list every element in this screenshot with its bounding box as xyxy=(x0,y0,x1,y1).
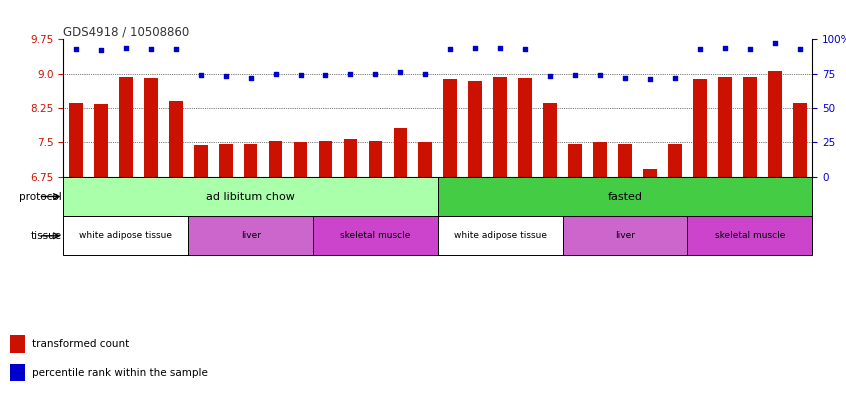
Bar xyxy=(469,81,482,177)
Bar xyxy=(69,103,83,177)
Point xyxy=(119,44,133,51)
Point xyxy=(219,73,233,79)
Point xyxy=(768,40,782,46)
Point xyxy=(169,46,183,52)
Bar xyxy=(63,177,437,216)
Bar xyxy=(643,169,656,177)
Bar xyxy=(519,78,532,177)
Text: liver: liver xyxy=(240,231,261,240)
Bar xyxy=(493,77,507,177)
Bar xyxy=(319,141,332,177)
Point xyxy=(593,72,607,78)
Point xyxy=(294,72,307,78)
Bar xyxy=(743,77,756,177)
Bar xyxy=(144,78,157,177)
Bar xyxy=(194,145,207,177)
Point xyxy=(269,70,283,77)
Text: transformed count: transformed count xyxy=(32,339,129,349)
Bar xyxy=(437,216,563,255)
Bar xyxy=(618,144,632,177)
Bar xyxy=(10,335,25,353)
Point xyxy=(668,75,682,81)
Bar xyxy=(393,128,407,177)
Text: percentile rank within the sample: percentile rank within the sample xyxy=(32,367,208,378)
Bar xyxy=(244,144,257,177)
Bar xyxy=(768,72,782,177)
Bar xyxy=(693,79,706,177)
Point xyxy=(693,46,706,52)
Bar xyxy=(10,364,25,382)
Point xyxy=(194,72,207,78)
Bar xyxy=(63,216,188,255)
Point xyxy=(793,46,806,52)
Bar xyxy=(793,103,806,177)
Bar xyxy=(219,144,233,177)
Text: white adipose tissue: white adipose tissue xyxy=(80,231,173,240)
Bar xyxy=(569,144,582,177)
Bar xyxy=(294,141,307,177)
Point xyxy=(369,70,382,77)
Point xyxy=(569,72,582,78)
Point xyxy=(144,46,157,52)
Bar xyxy=(369,141,382,177)
Bar xyxy=(437,177,812,216)
Text: GDS4918 / 10508860: GDS4918 / 10508860 xyxy=(63,25,190,38)
Bar xyxy=(313,216,437,255)
Text: tissue: tissue xyxy=(31,231,63,241)
Point xyxy=(543,73,557,79)
Bar xyxy=(563,216,687,255)
Point xyxy=(419,70,432,77)
Text: ad libitum chow: ad libitum chow xyxy=(206,191,295,202)
Point xyxy=(618,75,632,81)
Text: skeletal muscle: skeletal muscle xyxy=(340,231,410,240)
Text: liver: liver xyxy=(615,231,635,240)
Bar xyxy=(169,101,183,177)
Point xyxy=(743,46,756,52)
Bar xyxy=(443,79,457,177)
Bar xyxy=(94,104,107,177)
Bar xyxy=(593,141,607,177)
Bar xyxy=(419,141,432,177)
Bar xyxy=(543,103,557,177)
Text: protocol: protocol xyxy=(19,191,63,202)
Point xyxy=(244,75,257,81)
Point xyxy=(718,44,732,51)
Point xyxy=(94,47,107,53)
Point xyxy=(493,44,507,51)
Text: fasted: fasted xyxy=(607,191,642,202)
Point xyxy=(319,72,332,78)
Bar xyxy=(269,141,283,177)
Bar xyxy=(119,77,133,177)
Point xyxy=(519,46,532,52)
Point xyxy=(643,76,656,83)
Point xyxy=(393,69,407,75)
Point xyxy=(469,44,482,51)
Bar xyxy=(343,139,357,177)
Text: white adipose tissue: white adipose tissue xyxy=(453,231,547,240)
Text: skeletal muscle: skeletal muscle xyxy=(715,231,785,240)
Bar xyxy=(188,216,313,255)
Point xyxy=(343,70,357,77)
Bar xyxy=(718,77,732,177)
Bar xyxy=(668,144,682,177)
Bar xyxy=(687,216,812,255)
Point xyxy=(443,46,457,52)
Point xyxy=(69,46,83,52)
